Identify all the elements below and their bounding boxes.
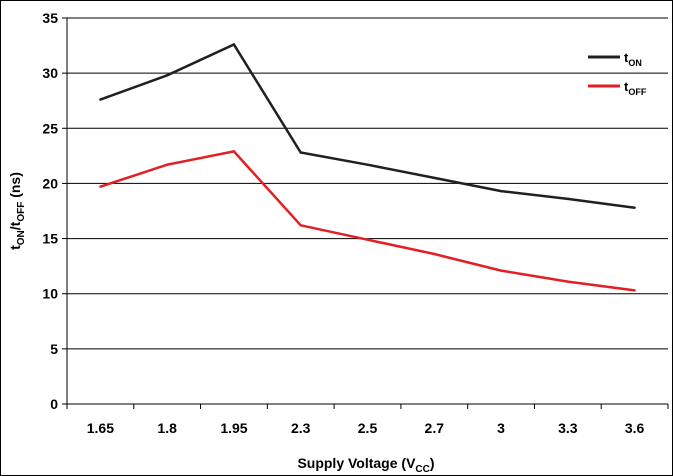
data-point-toff-0 [99,185,102,188]
axes [62,17,669,409]
data-point-ton-7 [566,197,570,201]
data-point-toff-8 [633,289,636,292]
data-point-toff-5 [433,252,436,256]
data-point-ton-6 [499,189,503,193]
x-tick-label-7: 3.3 [558,420,578,436]
gridlines [67,17,668,350]
legend: tON tOFF [588,50,647,97]
x-tick-label-8: 3.6 [625,420,645,436]
x-tick-label-0: 1.65 [87,420,114,436]
legend-label-ton: tON [624,50,642,68]
y-tick-label-2: 10 [42,286,58,302]
data-point-toff-3 [299,224,302,227]
data-point-ton-5 [433,176,436,180]
data-point-toff-1 [165,163,169,166]
x-tick-labels: 1.65 1.8 1.95 2.3 2.5 2.7 3 3.3 3.6 [87,420,645,436]
y-tick-label-4: 20 [42,175,58,191]
y-tick-label-6: 30 [42,65,58,81]
y-tick-labels: 0 5 10 15 20 25 30 35 [42,10,58,412]
y-tick-label-1: 5 [50,341,58,357]
legend-label-toff: tOFF [624,79,647,97]
x-tick-label-2: 1.95 [220,420,247,436]
y-tick-label-3: 15 [42,231,58,247]
y-tick-label-7: 35 [42,10,58,26]
x-tick-label-1: 1.8 [157,420,177,436]
x-axis-title: Supply Voltage (VCC) [297,455,434,475]
data-point-ton-0 [99,98,102,101]
y-tick-label-0: 0 [50,396,58,412]
series-lines [99,42,636,292]
x-tick-label-3: 2.3 [291,420,311,436]
y-tick-label-5: 25 [42,120,58,136]
y-axis-title: tON/tOFF (ns) [7,172,27,250]
data-point-toff-2 [232,150,236,153]
x-tick-label-5: 2.7 [425,420,445,436]
data-point-ton-3 [299,151,302,154]
data-point-ton-1 [165,74,169,77]
data-point-ton-2 [232,43,236,46]
x-tick-label-4: 2.5 [358,420,378,436]
data-point-ton-4 [366,163,369,166]
data-point-toff-7 [566,280,570,283]
data-point-toff-4 [366,238,369,241]
data-point-toff-6 [499,269,503,272]
x-tick-label-6: 3 [497,420,505,436]
data-point-ton-8 [633,206,636,209]
